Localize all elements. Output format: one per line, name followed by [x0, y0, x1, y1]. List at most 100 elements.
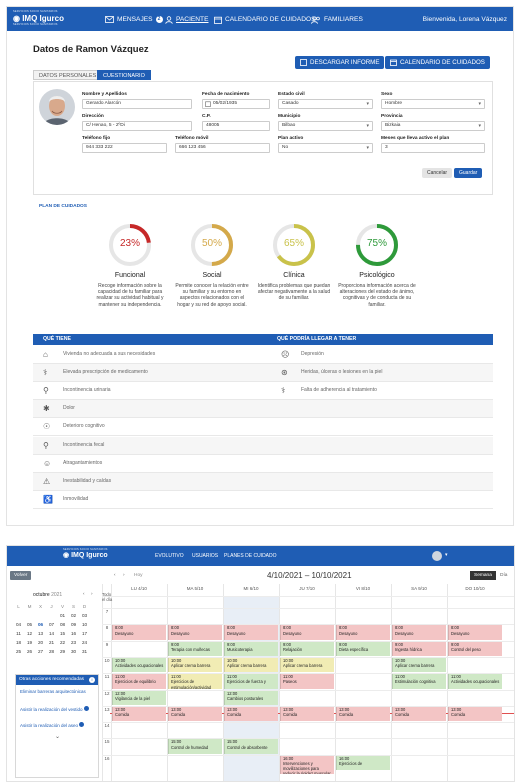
- calendar-event[interactable]: 8:00 Desayuno: [112, 625, 166, 640]
- calendar-event[interactable]: 8:00 Desayuno: [168, 625, 222, 640]
- mini-day[interactable]: 31: [81, 649, 88, 654]
- mini-day[interactable]: 10: [81, 622, 88, 627]
- calendar-event[interactable]: 9:00 Dieta específica: [336, 641, 390, 657]
- calendar-event[interactable]: 16:00 Intervenciones y movilizaciones par…: [280, 755, 334, 774]
- nav-usuarios[interactable]: USUARIOS: [192, 553, 219, 559]
- calendar-event[interactable]: 9:00 Ingesta hídrica: [392, 641, 446, 657]
- mini-day[interactable]: 11: [16, 631, 21, 636]
- mini-day[interactable]: 07: [48, 622, 55, 627]
- nav-planes[interactable]: PLANES DE CUIDADO: [224, 553, 277, 559]
- action-item[interactable]: Asistir la realización del vestido: [20, 706, 96, 713]
- mini-next-icon[interactable]: ›: [91, 592, 93, 597]
- mini-day[interactable]: 04: [15, 622, 22, 627]
- mini-day[interactable]: 13: [37, 631, 44, 636]
- calendar-event[interactable]: 10:00 Actividades ocupacionales: [112, 657, 166, 673]
- nav-familiares[interactable]: FAMILIARES: [311, 15, 363, 24]
- calendar-event[interactable]: 13:00 Comida: [336, 706, 390, 722]
- mini-day[interactable]: 05: [26, 622, 33, 627]
- calendar-event[interactable]: 10:00 Aplicar crema barrera: [392, 657, 446, 673]
- date-picker-icon[interactable]: [205, 101, 211, 107]
- mini-day[interactable]: 18: [15, 640, 22, 645]
- calendar-event[interactable]: 16:00 Ejercicios de: [336, 755, 390, 771]
- calendar-event[interactable]: 11:00 Ejercicios de fuerza y: [224, 674, 278, 689]
- mini-day[interactable]: 02: [70, 613, 77, 618]
- avatar[interactable]: [432, 551, 442, 561]
- calendar-event[interactable]: 13:00 Comida: [448, 706, 502, 722]
- nacimiento-field[interactable]: 05/02/1935: [202, 99, 270, 109]
- nav-evolutivo[interactable]: EVOLUTIVO: [155, 553, 184, 559]
- care-calendar-button[interactable]: CALENDARIO DE CUIDADOS: [385, 56, 490, 69]
- calendar-event[interactable]: 8:00 Desayuno: [336, 625, 390, 640]
- movil-field[interactable]: 666 123 456: [175, 143, 270, 153]
- mini-day[interactable]: [24, 611, 35, 620]
- sexo-select[interactable]: Hombre: [381, 99, 485, 109]
- info-icon[interactable]: i: [89, 677, 95, 683]
- meses-field[interactable]: 3: [381, 143, 485, 153]
- mini-day[interactable]: 30: [70, 649, 77, 654]
- calendar-event[interactable]: 15:00 Control de absorbente: [224, 739, 278, 754]
- calendar-event[interactable]: 11:00 Estimulación cognitiva: [392, 674, 446, 689]
- action-item[interactable]: Eliminar barreras arquitectónicas: [20, 689, 96, 695]
- info-icon[interactable]: [83, 706, 89, 711]
- civil-select[interactable]: Casado: [278, 99, 373, 109]
- nav-paciente[interactable]: PACIENTE: [165, 15, 209, 24]
- mini-day[interactable]: 01: [59, 613, 66, 618]
- calendar-event[interactable]: 11:00 Ejercicios de estimulación/activida…: [168, 674, 222, 689]
- mini-day[interactable]: [13, 611, 24, 620]
- calendar-event[interactable]: 11:00 Ejercicios de equilibrio: [112, 674, 166, 689]
- calendar-event[interactable]: 13:00 Comida: [224, 706, 278, 722]
- logo[interactable]: SERVICIOS SOCIO SANITARIOS ◉ IMQ Igurco: [63, 548, 135, 566]
- mini-day[interactable]: 27: [37, 649, 44, 654]
- mini-day[interactable]: 14: [48, 631, 55, 636]
- calendar-event[interactable]: 11:00 Actividades ocupacionales: [448, 674, 502, 689]
- chevron-down-icon[interactable]: ▾: [445, 552, 448, 558]
- prev-week-button[interactable]: ‹: [114, 573, 116, 578]
- mini-day[interactable]: 24: [81, 640, 88, 645]
- mini-day[interactable]: 23: [70, 640, 77, 645]
- mini-prev-icon[interactable]: ‹: [83, 592, 85, 597]
- cancel-button[interactable]: Cancelar: [422, 168, 453, 178]
- next-week-button[interactable]: ›: [123, 573, 125, 578]
- calendar-event[interactable]: 10:00 Aplicar crema barrera: [224, 657, 278, 673]
- calendar-event[interactable]: 8:00 Desayuno: [280, 625, 334, 640]
- mini-day[interactable]: 06: [37, 622, 44, 627]
- info-icon[interactable]: [79, 722, 85, 727]
- calendar-event[interactable]: 8:00 Desayuno: [448, 625, 502, 640]
- tab-datos-personales[interactable]: DATOS PERSONALES: [33, 70, 103, 80]
- mini-day[interactable]: 21: [48, 640, 55, 645]
- plan-select[interactable]: No: [278, 143, 373, 153]
- back-button[interactable]: Volver: [10, 571, 32, 580]
- mini-day[interactable]: 16: [70, 631, 77, 636]
- calendar-event[interactable]: 13:00 Comida: [112, 706, 166, 722]
- day-view-button[interactable]: Día: [500, 573, 508, 578]
- direccion-field[interactable]: C/ Henao, 5 - 2ºDi: [82, 121, 192, 131]
- mini-day[interactable]: 28: [48, 649, 55, 654]
- nombre-field[interactable]: Gerardo Alarcón: [82, 99, 192, 109]
- provincia-select[interactable]: Bizkaia: [381, 121, 485, 131]
- calendar-event[interactable]: 9:00 Terapia con muñecas: [168, 641, 222, 657]
- tab-cuestionario[interactable]: CUESTIONARIO: [97, 70, 151, 80]
- mini-day[interactable]: 26: [26, 649, 33, 654]
- mini-day[interactable]: [46, 611, 57, 620]
- today-button[interactable]: Hoy: [134, 573, 143, 578]
- mini-day[interactable]: 20: [37, 640, 44, 645]
- mini-day[interactable]: 19: [26, 640, 33, 645]
- mini-day[interactable]: 03: [81, 613, 88, 618]
- calendar-event[interactable]: 13:00 Comida: [168, 706, 222, 722]
- calendar-event[interactable]: 9:00 Control del peso: [448, 641, 502, 657]
- mini-day[interactable]: 12: [26, 631, 33, 636]
- calendar-event[interactable]: 8:00 Desayuno: [224, 625, 278, 640]
- mini-day[interactable]: 09: [70, 622, 77, 627]
- nav-calendario[interactable]: CALENDARIO DE CUIDADOS: [214, 15, 316, 24]
- user-greeting[interactable]: Bienvenida, Lorena Vázquez: [422, 16, 507, 23]
- logo[interactable]: SERVICIOS SOCIO SANITARIOS ◉ IMQ Igurco …: [13, 10, 85, 28]
- calendar-event[interactable]: 10:00 Aplicar crema barrera: [168, 657, 222, 673]
- download-report-button[interactable]: DESCARGAR INFORME: [295, 56, 385, 69]
- calendar-event[interactable]: 11:00 Paseos: [280, 674, 334, 689]
- save-button[interactable]: Guardar: [454, 168, 483, 178]
- calendar-event[interactable]: 9:00 Relajación: [280, 641, 334, 657]
- mini-day[interactable]: 15: [59, 631, 66, 636]
- cp-field[interactable]: 48005: [202, 121, 270, 131]
- mini-day[interactable]: 25: [15, 649, 22, 654]
- mini-day[interactable]: 17: [81, 631, 88, 636]
